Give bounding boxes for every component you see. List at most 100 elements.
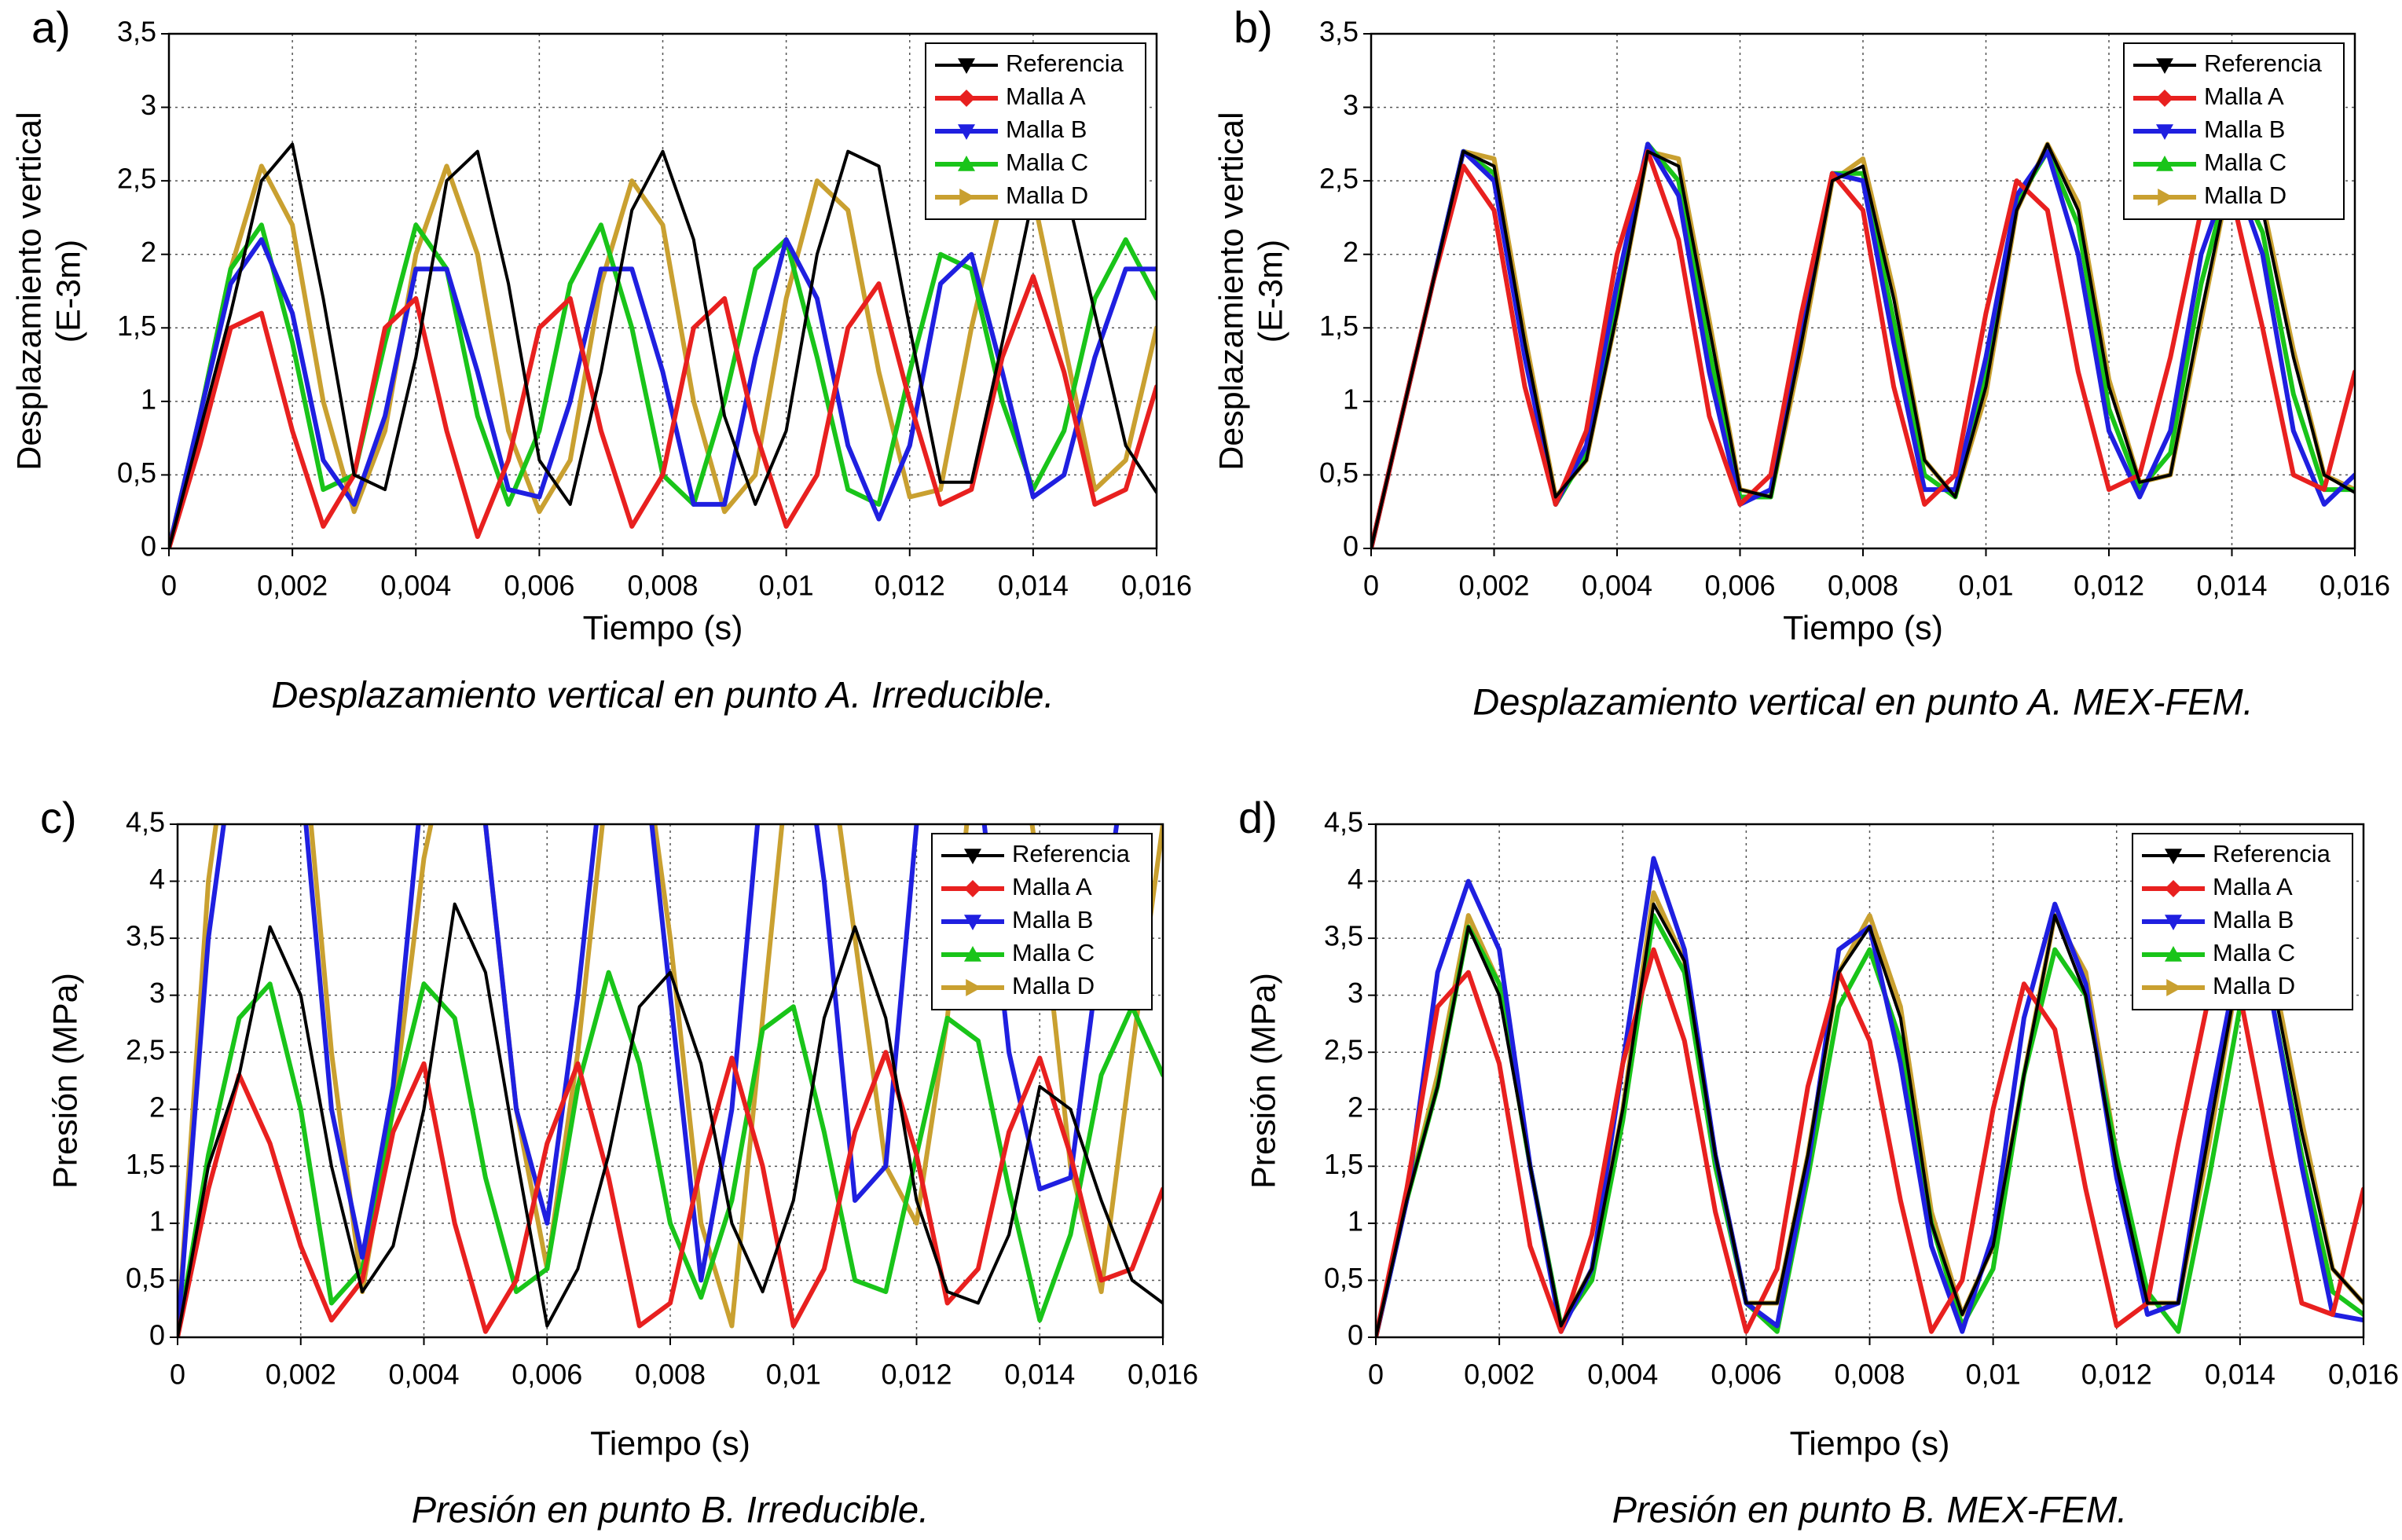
legend-marker [958,58,975,74]
plot-frame [167,32,1158,550]
y-axis-title: (E-3m) [1252,240,1289,343]
y-tick-label: 0 [141,530,156,563]
x-tick-label: 0,01 [1966,1358,2021,1391]
legend-marker [958,156,975,171]
x-tick-label: 0,006 [512,1358,582,1391]
series-line [1371,148,2355,548]
y-tick-label: 1 [141,383,156,415]
x-tick-label: 0,002 [266,1358,336,1391]
legend: Referencia Malla A Malla B Malla C Malla D [931,833,1153,1010]
legend-label: Malla C [2204,148,2286,176]
legend-marker [2165,946,2182,962]
series-lines [1371,141,2355,548]
x-tick-label: 0,012 [2074,570,2144,602]
y-tick-label: 2,5 [1319,163,1359,195]
x-tick-label: 0,012 [881,1358,952,1391]
panel: 0 0,5 1 1,5 2 2,5 3 3,5 0 0,002 0,004 0,006 0,008 0,0… [1212,2,2390,723]
caption: Presión en punto B. MEX-FEM. [1612,1488,2128,1530]
x-axis-title: Tiempo (s) [590,1424,750,1462]
panel: 0 0,5 1 1,5 2 2,5 3 3,5 4 4,5 0 0,002 0,004 0,006 0,00… [1238,793,2399,1531]
legend-marker [2165,915,2182,930]
x-tick-label: 0,004 [380,570,451,602]
legend-label: Malla B [1012,906,1093,933]
y-tick-label: 1 [1343,383,1359,415]
legend-marker [964,915,981,930]
x-tick-label: 0,01 [766,1358,821,1391]
legend-marker [958,124,975,140]
x-axis-title: Tiempo (s) [1790,1424,1950,1462]
y-tick-label: 3,5 [126,920,165,952]
y-tick-label: 3 [1348,977,1363,1009]
y-axis-title: (E-3m) [50,240,87,343]
y-axis-title: Desplazamiento vertical [10,112,48,470]
y-tick-label: 4 [1348,863,1363,895]
x-tick-label: 0,006 [504,570,574,602]
series-line [169,237,1157,548]
legend-label: Malla D [1006,182,1088,209]
y-tick-label: 0,5 [117,456,156,489]
panel-label: c) [40,793,77,842]
x-tick-label: 0 [1368,1358,1384,1391]
y-tick-label: 3,5 [117,16,156,48]
x-tick-label: 0,01 [759,570,814,602]
x-tick-label: 0,006 [1704,570,1775,602]
y-axis-title: Desplazamiento vertical [1212,112,1250,470]
legend-label: Malla C [1012,939,1095,966]
plot-frame [1374,823,2365,1339]
x-tick-label: 0,008 [1828,570,1898,602]
panel: 0 0,5 1 1,5 2 2,5 3 3,5 0 0,002 0,004 0,006 0,008 0,0… [10,2,1192,716]
y-tick-label: 2,5 [126,1034,165,1066]
x-tick-label: 0,008 [627,570,698,602]
legend-label: Referencia [1006,50,1124,77]
legend-label: Referencia [1012,840,1131,867]
y-tick-label: 3,5 [1319,16,1359,48]
y-tick-label: 4,5 [1324,806,1363,838]
legend-marker [959,189,975,206]
legend-label: Malla A [1006,82,1086,110]
x-tick-label: 0,014 [998,570,1069,602]
y-tick-label: 2,5 [1324,1034,1363,1066]
plot-frame [176,823,1164,1339]
x-axis-title: Tiempo (s) [583,609,743,647]
x-tick-label: 0,012 [875,570,945,602]
x-tick-label: 0,014 [1004,1358,1075,1391]
series-lines [169,142,1157,548]
x-tick-label: 0 [170,1358,185,1391]
y-tick-label: 0,5 [1319,456,1359,489]
legend-label: Malla C [1006,148,1088,176]
legend-marker [2165,880,2182,897]
series-line [178,902,1163,1337]
legend-marker [958,90,975,107]
legend: Referencia Malla A Malla B Malla C Malla D [2123,42,2345,220]
caption: Desplazamiento vertical en punto A. MEX-… [1472,680,2253,722]
legend-label: Malla D [2204,182,2286,209]
legend-label: Malla B [2213,906,2294,933]
panel-label: a) [31,2,71,52]
legend-label: Malla D [2213,972,2295,999]
y-tick-label: 1 [149,1204,165,1237]
y-tick-label: 3 [1343,89,1359,121]
legend-label: Malla B [2204,116,2285,143]
x-tick-label: 0,002 [1458,570,1529,602]
x-tick-label: 0,002 [1464,1358,1535,1391]
series-line [1371,142,2355,548]
series-lines [1376,856,2363,1337]
series-line [169,142,1157,548]
x-tick-label: 0,014 [2196,570,2267,602]
x-tick-label: 0 [161,570,177,602]
legend-label: Malla A [2204,82,2284,110]
legend-label: Malla A [2213,873,2293,900]
caption: Desplazamiento vertical en punto A. Irre… [271,673,1054,715]
x-tick-label: 0,014 [2205,1358,2275,1391]
caption: Presión en punto B. Irreducible. [412,1488,929,1530]
y-tick-label: 1,5 [1324,1148,1363,1180]
series-line [178,824,1163,1337]
y-tick-label: 1 [1348,1204,1363,1237]
legend-marker [2166,979,2182,996]
y-tick-label: 2 [1343,236,1359,268]
y-tick-label: 0,5 [126,1262,165,1294]
series-line [1371,141,2355,548]
legend-marker [2158,189,2173,206]
x-tick-label: 0 [1363,570,1379,602]
x-tick-label: 0,008 [635,1358,706,1391]
